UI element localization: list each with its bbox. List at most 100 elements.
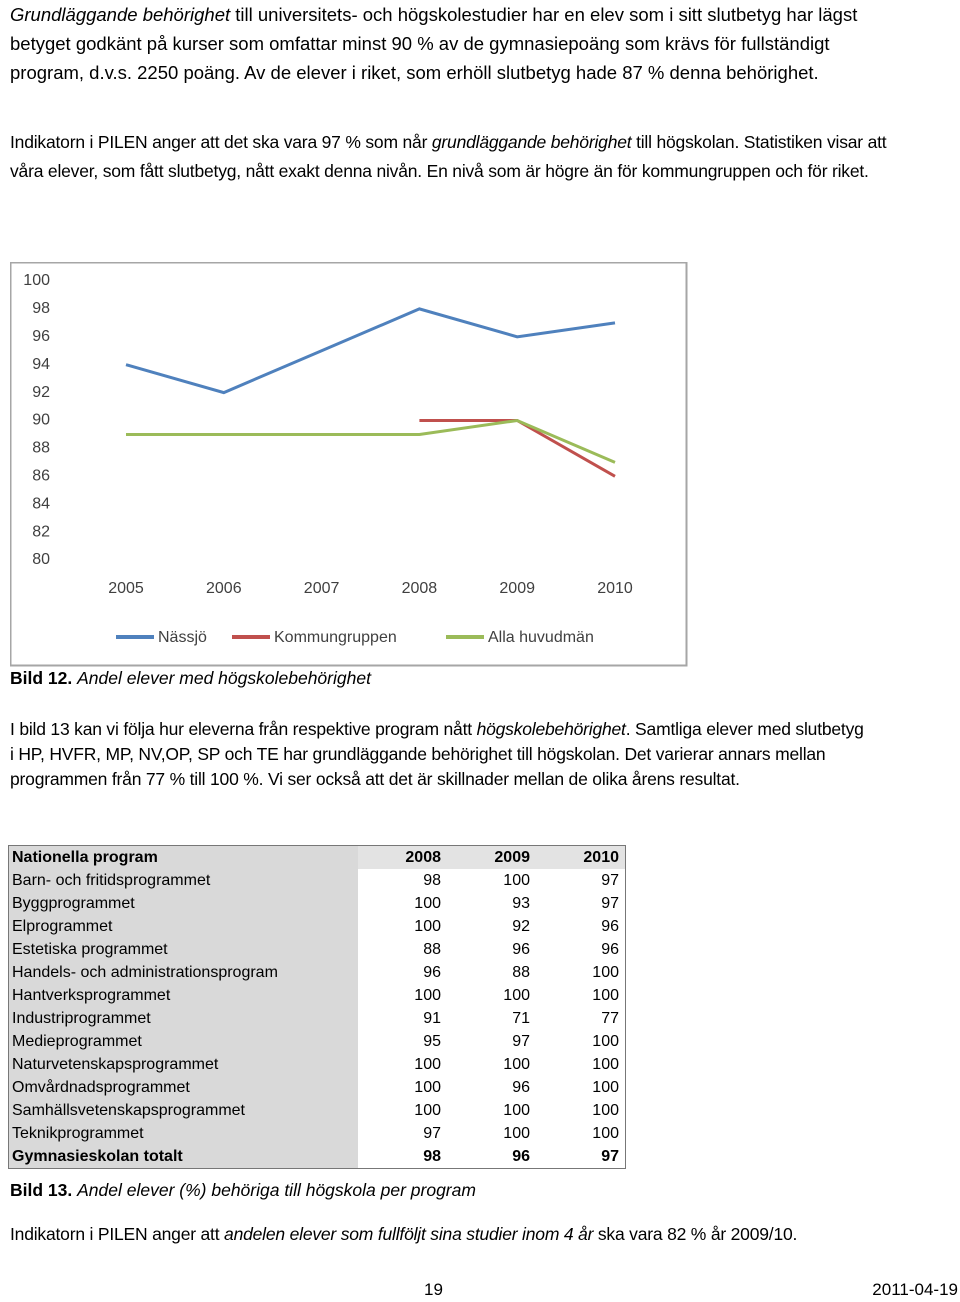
y-tick-label: 84 bbox=[32, 495, 50, 512]
table-cell: 100 bbox=[592, 963, 619, 981]
table-cell: Samhällsvetenskapsprogrammet bbox=[8, 1099, 358, 1122]
table-cell: Naturvetenskapsprogrammet bbox=[8, 1053, 358, 1076]
table-cell: 97 bbox=[601, 1147, 619, 1165]
legend-label: Kommungruppen bbox=[274, 629, 397, 646]
table-row: Industriprogrammet 91 71 77 bbox=[8, 1007, 626, 1030]
table-cell: 100 bbox=[414, 1101, 441, 1119]
legend-label: Nässjö bbox=[158, 629, 207, 646]
text-run: Grundläggande behörighet bbox=[10, 4, 231, 25]
table-cell: 100 bbox=[503, 986, 530, 1004]
x-tick-label: 2010 bbox=[597, 580, 633, 597]
text-run: till universitets- och högskolestudier h… bbox=[10, 4, 858, 83]
table-cell: 100 bbox=[414, 894, 441, 912]
text-run: grundläggande behörighet bbox=[431, 132, 632, 152]
table-cell: 2009 bbox=[447, 845, 536, 869]
table-cell: 100 bbox=[592, 1124, 619, 1142]
table-row: Samhällsvetenskapsprogrammet 100 100 100 bbox=[8, 1099, 626, 1122]
table-cell: 95 bbox=[423, 1032, 441, 1050]
table-cell: 96 bbox=[423, 963, 441, 981]
table-cell: Nationella program bbox=[8, 845, 358, 869]
text-run: I bild 13 kan vi följa hur eleverna från… bbox=[10, 719, 477, 739]
table-cell: 100 bbox=[592, 986, 619, 1004]
table-cell: Byggprogrammet bbox=[8, 892, 358, 915]
table-row: Handels- och administrationsprogram 96 88 1… bbox=[8, 961, 626, 984]
table-cell: 100 bbox=[503, 871, 530, 889]
x-tick-label: 2009 bbox=[499, 580, 535, 597]
y-tick-label: 92 bbox=[32, 384, 50, 401]
table-row: Elprogrammet 100 92 96 bbox=[8, 915, 626, 938]
table-cell: Estetiska programmet bbox=[8, 938, 358, 961]
table-cell: 93 bbox=[512, 894, 530, 912]
x-tick-label: 2007 bbox=[304, 580, 340, 597]
y-tick-label: 98 bbox=[32, 300, 50, 317]
y-tick-label: 82 bbox=[32, 523, 50, 540]
table-cell: 100 bbox=[503, 1055, 530, 1073]
table-cell: 100 bbox=[414, 986, 441, 1004]
table-cell: Industriprogrammet bbox=[8, 1007, 358, 1030]
table-cell: 97 bbox=[601, 871, 619, 889]
table-cell: 100 bbox=[592, 1055, 619, 1073]
table-cell: 91 bbox=[423, 1009, 441, 1027]
table-cell: 92 bbox=[512, 917, 530, 935]
table-cell: 100 bbox=[592, 1101, 619, 1119]
table-cell: 100 bbox=[592, 1078, 619, 1096]
closing-paragraph: Indikatorn i PILEN anger att andelen ele… bbox=[10, 1222, 870, 1247]
x-tick-label: 2006 bbox=[206, 580, 242, 597]
chart-frame bbox=[10, 262, 688, 667]
series-line bbox=[126, 418, 616, 464]
caption: Bild 13. Andel elever (%) behöriga till … bbox=[10, 1180, 476, 1201]
legend-label: Alla huvudmän bbox=[488, 629, 594, 646]
date: 2011-04-19 bbox=[872, 1280, 958, 1299]
table-cell: 97 bbox=[601, 894, 619, 912]
table-cell: Elprogrammet bbox=[8, 915, 358, 938]
table-cell: Teknikprogrammet bbox=[8, 1122, 358, 1145]
intro-paragraph: Grundläggande behörighet till universite… bbox=[10, 0, 860, 87]
y-tick-label: 94 bbox=[32, 356, 50, 373]
paragraph: I bild 13 kan vi följa hur eleverna från… bbox=[10, 717, 870, 792]
table-row: Byggprogrammet 100 93 97 bbox=[8, 892, 626, 915]
caption-label: Bild 13. bbox=[10, 1180, 73, 1200]
table-cell: 97 bbox=[423, 1124, 441, 1142]
table-cell: Medieprogrammet bbox=[8, 1030, 358, 1053]
text-run: . Samtliga elever med slutbetyg i HP, HV… bbox=[10, 719, 864, 789]
y-tick-label: 100 bbox=[23, 272, 50, 289]
text-run: högskolebehörighet bbox=[476, 719, 626, 739]
table-cell: 96 bbox=[601, 917, 619, 935]
x-tick-label: 2005 bbox=[108, 580, 144, 597]
table-row: Teknikprogrammet 97 100 100 bbox=[8, 1122, 626, 1145]
caption-text: Andel elever med högskolebehörighet bbox=[77, 668, 371, 688]
table-row: Estetiska programmet 88 96 96 bbox=[8, 938, 626, 961]
table-cell: 100 bbox=[503, 1124, 530, 1142]
text-run: andelen elever som fullföljt sina studie… bbox=[224, 1224, 594, 1244]
series-line bbox=[125, 307, 616, 395]
text-run: till högskolan. Statistiken visar att vå… bbox=[10, 132, 887, 181]
table-row: Nationella program 2008 2009 2010 bbox=[8, 845, 626, 869]
table-cell: 98 bbox=[423, 871, 441, 889]
y-tick-label: 90 bbox=[32, 412, 50, 429]
table-cell: 100 bbox=[414, 917, 441, 935]
text-run: ska vara 82 % år 2009/10. bbox=[593, 1224, 798, 1244]
y-tick-label: 88 bbox=[32, 440, 50, 457]
y-tick-label: 86 bbox=[32, 468, 50, 485]
table-cell: 96 bbox=[512, 1078, 530, 1096]
table-row: Naturvetenskapsprogrammet 100 100 100 bbox=[8, 1053, 626, 1076]
program-table: Nationella program 2008 2009 2010 Barn- och … bbox=[8, 845, 626, 1169]
table-cell: 100 bbox=[414, 1055, 441, 1073]
table-cell: Omvårdnadsprogrammet bbox=[8, 1076, 358, 1099]
table-row: Gymnasieskolan totalt 98 96 97 bbox=[8, 1145, 626, 1169]
table-cell: Handels- och administrationsprogram bbox=[8, 961, 358, 984]
chart: 80 82 84 86 88 90 92 94 96 98 100 2005 2006 2007 2008 2… bbox=[10, 262, 688, 667]
caption-text: Andel elever (%) behöriga till högskola … bbox=[77, 1180, 476, 1200]
table-cell: 100 bbox=[503, 1101, 530, 1119]
table-cell: 88 bbox=[423, 940, 441, 958]
table-cell: 96 bbox=[601, 940, 619, 958]
text-run: Indikatorn i PILEN anger att bbox=[10, 1224, 225, 1244]
table-cell: 97 bbox=[512, 1032, 530, 1050]
x-tick-label: 2008 bbox=[402, 580, 438, 597]
table-row: Hantverksprogrammet 100 100 100 bbox=[8, 984, 626, 1007]
y-tick-label: 80 bbox=[32, 551, 50, 568]
table-cell: 96 bbox=[512, 1147, 530, 1165]
table-cell: 88 bbox=[512, 963, 530, 981]
